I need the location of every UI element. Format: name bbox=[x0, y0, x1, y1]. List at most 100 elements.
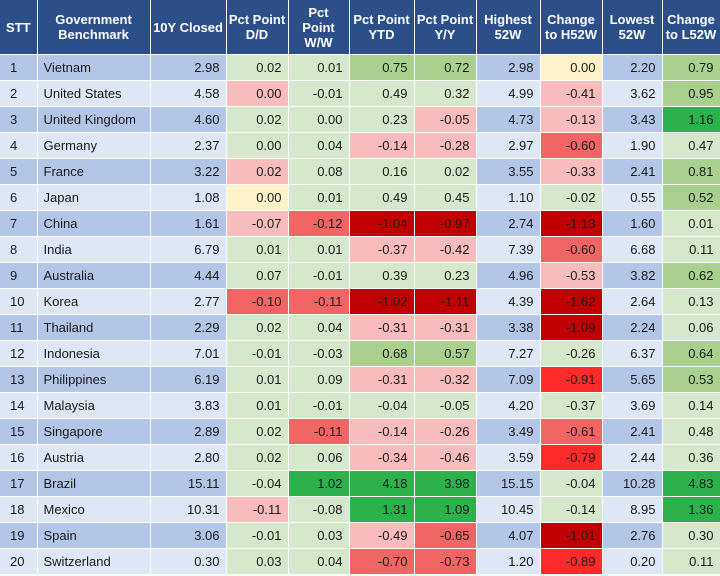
cell-ytd: 0.39 bbox=[349, 262, 415, 289]
cell-dd: 0.03 bbox=[226, 548, 289, 575]
cell-cl52: 0.47 bbox=[662, 132, 720, 159]
cell-cl52: 0.14 bbox=[662, 392, 720, 419]
cell-h52: 4.99 bbox=[476, 80, 541, 107]
cell-cl52: 1.36 bbox=[662, 496, 720, 523]
cell-l52: 2.64 bbox=[602, 288, 663, 315]
cell-closed: 3.06 bbox=[150, 522, 227, 549]
cell-dd: 0.02 bbox=[226, 106, 289, 133]
cell-yy: 0.23 bbox=[414, 262, 477, 289]
cell-country: Malaysia bbox=[37, 392, 151, 419]
cell-l52: 10.28 bbox=[602, 470, 663, 497]
cell-closed: 0.30 bbox=[150, 548, 227, 575]
cell-yy: -0.97 bbox=[414, 210, 477, 237]
cell-dd: 0.00 bbox=[226, 80, 289, 107]
cell-ch52: -0.41 bbox=[540, 80, 603, 107]
cell-h52: 3.59 bbox=[476, 444, 541, 471]
cell-closed: 10.31 bbox=[150, 496, 227, 523]
header-benchmark: Government Benchmark bbox=[37, 0, 151, 55]
cell-country: Japan bbox=[37, 184, 151, 211]
cell-ch52: -0.53 bbox=[540, 262, 603, 289]
cell-stt: 5 bbox=[0, 158, 38, 185]
cell-cl52: 0.30 bbox=[662, 522, 720, 549]
header-row: STT Government Benchmark 10Y Closed Pct … bbox=[0, 0, 720, 55]
cell-closed: 3.22 bbox=[150, 158, 227, 185]
cell-dd: -0.07 bbox=[226, 210, 289, 237]
cell-country: United Kingdom bbox=[37, 106, 151, 133]
cell-ww: 0.04 bbox=[288, 314, 350, 341]
cell-closed: 4.60 bbox=[150, 106, 227, 133]
cell-country: Spain bbox=[37, 522, 151, 549]
cell-l52: 2.44 bbox=[602, 444, 663, 471]
cell-cl52: 0.81 bbox=[662, 158, 720, 185]
cell-dd: 0.01 bbox=[226, 366, 289, 393]
table-row: 20 Switzerland 0.30 0.03 0.04 -0.70 -0.73 1.20-… bbox=[0, 548, 720, 575]
cell-l52: 1.90 bbox=[602, 132, 663, 159]
header-stt: STT bbox=[0, 0, 38, 55]
cell-dd: 0.02 bbox=[226, 314, 289, 341]
cell-country: France bbox=[37, 158, 151, 185]
cell-stt: 13 bbox=[0, 366, 38, 393]
cell-ww: 0.06 bbox=[288, 444, 350, 471]
table-row: 7 China 1.61 -0.07 -0.12 -1.04 -0.97 2.74 -1.13 1… bbox=[0, 210, 720, 237]
header-high52: Highest 52W bbox=[476, 0, 541, 55]
cell-ytd: 4.18 bbox=[349, 470, 415, 497]
cell-yy: 0.02 bbox=[414, 158, 477, 185]
cell-cl52: 0.11 bbox=[662, 548, 720, 575]
cell-stt: 17 bbox=[0, 470, 38, 497]
cell-h52: 2.74 bbox=[476, 210, 541, 237]
cell-closed: 2.98 bbox=[150, 54, 227, 81]
table-row: 17 Brazil 15.11 -0.04 1.02 4.18 3.98 15.15 -0.04… bbox=[0, 470, 720, 497]
cell-cl52: 4.83 bbox=[662, 470, 720, 497]
cell-country: Brazil bbox=[37, 470, 151, 497]
cell-stt: 4 bbox=[0, 132, 38, 159]
cell-l52: 8.95 bbox=[602, 496, 663, 523]
cell-stt: 11 bbox=[0, 314, 38, 341]
table-row: 1 Vietnam 2.98 0.02 0.01 0.75 0.72 2.98 0.00 2.20… bbox=[0, 54, 720, 81]
cell-yy: 0.57 bbox=[414, 340, 477, 367]
cell-ytd: -0.14 bbox=[349, 418, 415, 445]
cell-closed: 6.19 bbox=[150, 366, 227, 393]
table-row: 14 Malaysia 3.83 0.01 -0.01 -0.04 -0.05 4.20 -0.… bbox=[0, 392, 720, 419]
cell-yy: -0.28 bbox=[414, 132, 477, 159]
cell-closed: 2.29 bbox=[150, 314, 227, 341]
cell-l52: 6.37 bbox=[602, 340, 663, 367]
cell-closed: 2.89 bbox=[150, 418, 227, 445]
cell-cl52: 0.48 bbox=[662, 418, 720, 445]
table-body: 1 Vietnam 2.98 0.02 0.01 0.75 0.72 2.98 0.00 2.20… bbox=[0, 54, 720, 575]
cell-cl52: 0.64 bbox=[662, 340, 720, 367]
cell-l52: 2.76 bbox=[602, 522, 663, 549]
cell-ch52: -0.02 bbox=[540, 184, 603, 211]
cell-l52: 1.60 bbox=[602, 210, 663, 237]
cell-country: Austria bbox=[37, 444, 151, 471]
cell-closed: 15.11 bbox=[150, 470, 227, 497]
cell-dd: 0.02 bbox=[226, 444, 289, 471]
cell-ch52: -0.91 bbox=[540, 366, 603, 393]
cell-ww: 0.03 bbox=[288, 522, 350, 549]
cell-h52: 7.39 bbox=[476, 236, 541, 263]
cell-dd: 0.02 bbox=[226, 158, 289, 185]
table-row: 9 Australia 4.44 0.07 -0.01 0.39 0.23 4.96 -0.53… bbox=[0, 262, 720, 289]
table-row: 5 France 3.22 0.02 0.08 0.16 0.02 3.55 -0.33 2.41… bbox=[0, 158, 720, 185]
cell-yy: 0.72 bbox=[414, 54, 477, 81]
cell-country: Thailand bbox=[37, 314, 151, 341]
cell-cl52: 0.95 bbox=[662, 80, 720, 107]
cell-ww: 0.00 bbox=[288, 106, 350, 133]
cell-ytd: 0.49 bbox=[349, 184, 415, 211]
cell-dd: -0.01 bbox=[226, 522, 289, 549]
cell-ch52: -1.01 bbox=[540, 522, 603, 549]
cell-ytd: -0.70 bbox=[349, 548, 415, 575]
cell-dd: -0.10 bbox=[226, 288, 289, 315]
cell-ch52: -1.09 bbox=[540, 314, 603, 341]
header-yy: Pct Point Y/Y bbox=[414, 0, 477, 55]
cell-yy: -0.05 bbox=[414, 106, 477, 133]
cell-cl52: 0.53 bbox=[662, 366, 720, 393]
cell-ytd: -0.49 bbox=[349, 522, 415, 549]
cell-cl52: 1.16 bbox=[662, 106, 720, 133]
cell-ytd: 0.23 bbox=[349, 106, 415, 133]
cell-country: Mexico bbox=[37, 496, 151, 523]
table-row: 13 Philippines 6.19 0.01 0.09 -0.31 -0.32 7.09-… bbox=[0, 366, 720, 393]
cell-cl52: 0.36 bbox=[662, 444, 720, 471]
cell-ytd: 0.16 bbox=[349, 158, 415, 185]
cell-yy: -0.26 bbox=[414, 418, 477, 445]
cell-closed: 2.77 bbox=[150, 288, 227, 315]
